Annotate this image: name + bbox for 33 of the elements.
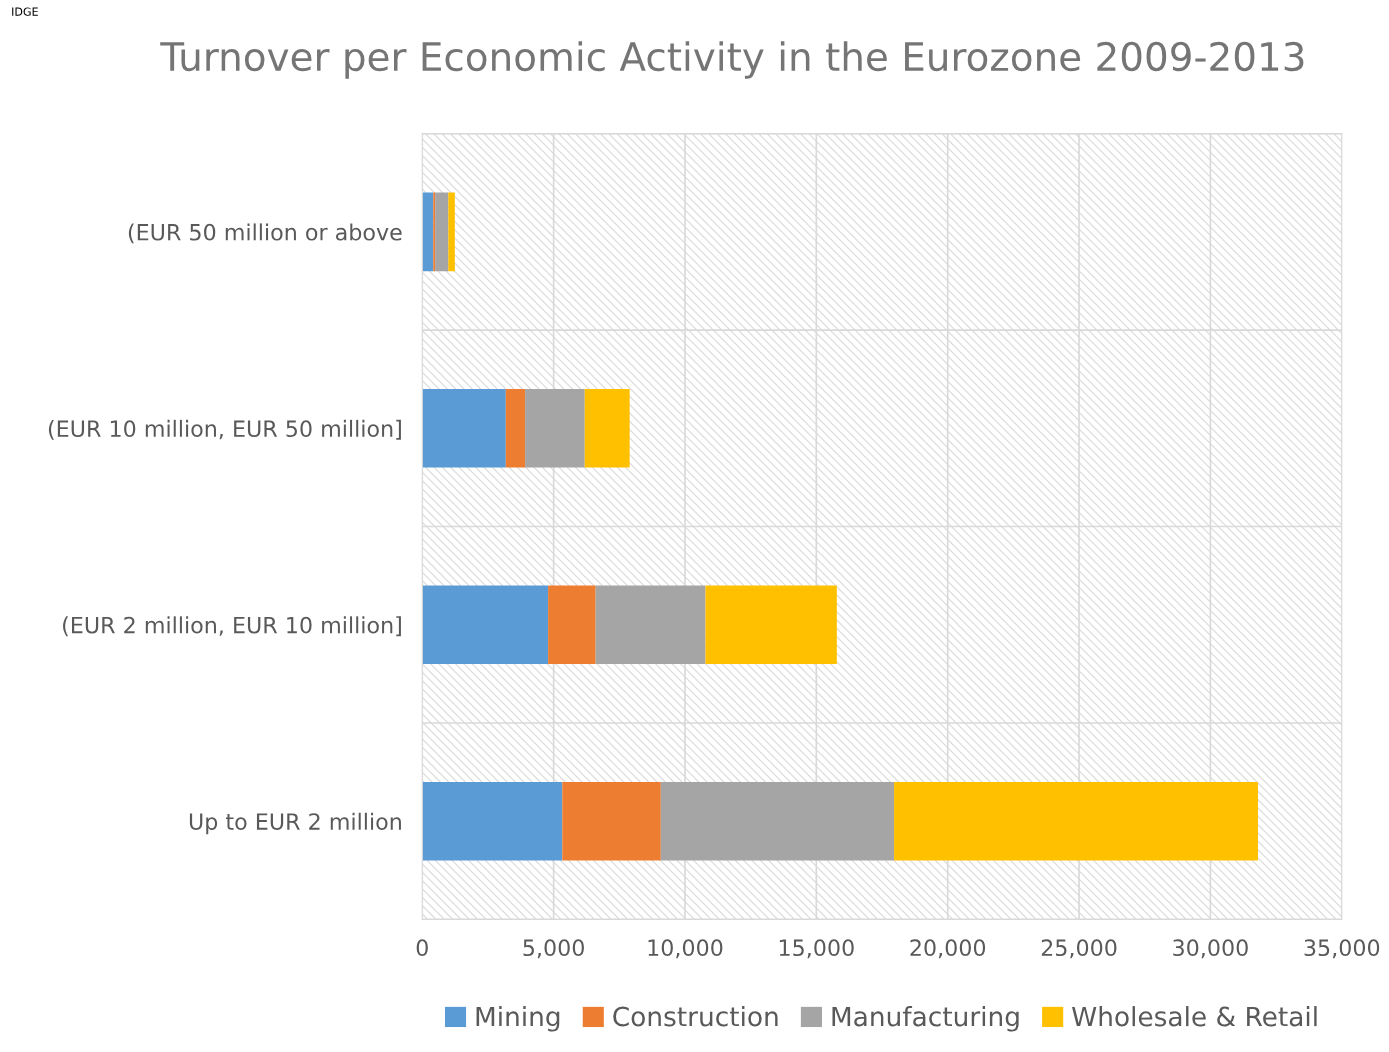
x-tick-label: 15,000	[779, 939, 854, 959]
x-tick-label: 5,000	[523, 939, 584, 959]
bar	[548, 585, 596, 665]
bar	[562, 781, 661, 861]
y-tick-label: (EUR 10 million, EUR 50 million]	[48, 419, 401, 440]
bar	[435, 192, 449, 272]
bar	[422, 192, 434, 272]
bar	[448, 192, 455, 272]
y-tick-label: Up to EUR 2 million	[189, 812, 401, 835]
bar	[525, 389, 585, 468]
bar	[505, 389, 526, 468]
x-tick-label: 0	[416, 939, 428, 957]
bar	[894, 781, 1258, 861]
bar	[705, 585, 837, 665]
legend-label: Manufacturing	[832, 1006, 1019, 1032]
x-tick-label: 30,000	[1173, 939, 1248, 959]
x-tick-label: 20,000	[910, 939, 986, 959]
legend-label: Construction	[613, 1006, 778, 1027]
y-tick-label: (EUR 2 million, EUR 10 million]	[63, 616, 401, 637]
bar	[595, 585, 706, 665]
y-tick-label: (EUR 50 million or above	[128, 223, 402, 244]
bar	[584, 389, 630, 468]
x-tick-label: 10,000	[648, 939, 723, 959]
bar	[422, 389, 506, 468]
bar	[422, 585, 549, 665]
bar	[660, 781, 895, 861]
bar	[422, 781, 563, 861]
x-tick-label: 35,000	[1304, 939, 1380, 959]
text: IDGE	[12, 7, 38, 16]
chart-title: Turnover per Economic Activity in the Eurozone 2009-2013	[160, 41, 1304, 79]
legend-label: Mining	[476, 1006, 560, 1032]
legend-label: Wholesale & Retail	[1072, 1006, 1317, 1027]
x-tick-label: 25,000	[1041, 939, 1117, 959]
